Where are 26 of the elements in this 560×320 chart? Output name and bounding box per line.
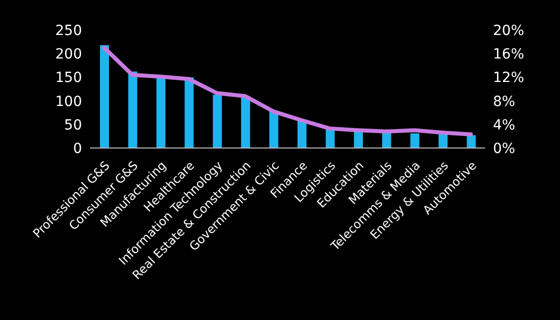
y2-tick-label: 20%: [493, 22, 524, 39]
bar: [212, 94, 222, 148]
bar: [354, 131, 363, 148]
y2-tick-label: 4%: [493, 117, 516, 134]
bar: [100, 45, 109, 148]
y2-tick-label: 0%: [493, 140, 516, 157]
line-series: [102, 46, 473, 136]
y2-tick-label: 8%: [493, 94, 516, 110]
bar: [269, 110, 278, 148]
y-tick-label: 150: [55, 70, 82, 86]
y-tick-label: 250: [55, 22, 82, 39]
bar: [438, 134, 448, 148]
bar: [241, 96, 250, 148]
y2-tick-label: 16%: [493, 46, 524, 63]
y2-tick-label: 12%: [493, 70, 524, 86]
y-tick-label: 0: [73, 140, 82, 157]
bar: [184, 77, 194, 148]
y-tick-label: 200: [55, 46, 82, 63]
bar: [298, 120, 306, 148]
bar: [466, 135, 476, 148]
bar: [128, 72, 138, 148]
bar: [156, 76, 166, 148]
bar: [382, 132, 392, 148]
bar: [410, 133, 420, 148]
y-tick-label: 50: [64, 117, 82, 134]
y-tick-label: 100: [55, 94, 82, 110]
